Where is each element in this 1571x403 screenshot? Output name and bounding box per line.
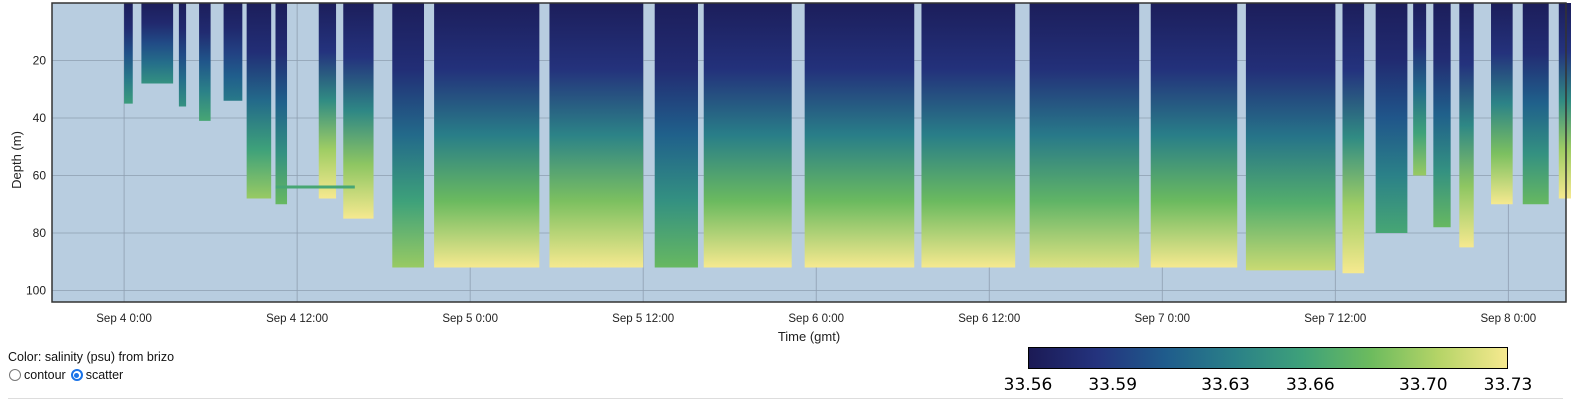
data-cast [392, 3, 425, 268]
x-tick-label: Sep 5 0:00 [442, 313, 498, 325]
data-cast [343, 3, 374, 219]
colorbar-tick-label: 33.63 [1201, 375, 1250, 395]
scatter-radio[interactable] [70, 369, 83, 381]
data-cast [1491, 3, 1513, 205]
data-cast [549, 3, 644, 268]
data-cast [1342, 3, 1365, 274]
plot-frame [51, 2, 1567, 303]
data-cast [223, 3, 243, 101]
colorbar-tick-label: 33.73 [1483, 375, 1533, 395]
contour-label[interactable]: contour [24, 368, 66, 382]
color-controls: Color: salinity (psu) from brizo contour… [8, 348, 174, 384]
data-cast [141, 3, 174, 84]
data-cast [1150, 3, 1238, 268]
x-axis-label: Time (gmt) [778, 329, 840, 344]
y-tick-label: 80 [33, 226, 47, 240]
data-cast [199, 3, 211, 121]
data-cast [1245, 3, 1336, 271]
chart-svg: Sep 4 0:00 Sep 4 12:00 Sep 5 0:00 Sep 5 12:… [9, 2, 1571, 344]
x-tick-label: Sep 7 0:00 [1134, 313, 1190, 325]
data-cast [275, 3, 288, 205]
data-cast [246, 3, 272, 199]
scatter-label[interactable]: scatter [85, 368, 124, 382]
x-tick-label: Sep 5 12:00 [612, 313, 674, 325]
contour-radio[interactable] [9, 369, 21, 381]
x-tick-label: Sep 6 0:00 [788, 313, 844, 325]
data-cast [1375, 3, 1408, 233]
data-cast [654, 3, 698, 268]
data-cast [1029, 3, 1140, 268]
data-cast [1413, 3, 1427, 176]
colorbar [1028, 347, 1508, 369]
data-cast [124, 3, 133, 104]
colorbar-tick-label: 33.56 [1003, 375, 1053, 395]
color-label: Color: salinity (psu) from brizo [8, 350, 175, 364]
x-tick-label: Sep 4 12:00 [266, 313, 328, 325]
data-cast [318, 3, 337, 199]
data-cast [804, 3, 915, 268]
y-tick-label: 40 [33, 111, 47, 125]
data-cast [703, 3, 792, 268]
colorbar-tick-label: 33.66 [1286, 375, 1335, 395]
x-tick-label: Sep 4 0:00 [96, 313, 152, 325]
y-tick-label: 100 [26, 284, 46, 298]
colorbar-tick-label: 33.59 [1088, 375, 1138, 395]
colorbar-tick-label: 33.70 [1398, 375, 1448, 395]
divider [8, 398, 1563, 399]
data-cast [1433, 3, 1451, 228]
data-cast [178, 3, 187, 107]
x-tick-label: Sep 6 12:00 [958, 313, 1020, 325]
data-cast [1522, 3, 1549, 205]
y-tick-label: 20 [33, 54, 47, 68]
y-axis-label: Depth (m) [9, 131, 24, 189]
data-cast [921, 3, 1016, 268]
x-tick-label: Sep 8 0:00 [1481, 313, 1537, 325]
chart-area: Sep 4 0:00 Sep 4 12:00 Sep 5 0:00 Sep 5 12:… [9, 2, 1571, 344]
y-tick-label: 60 [33, 169, 47, 183]
x-tick-label: Sep 7 12:00 [1304, 313, 1366, 325]
data-cast [434, 3, 540, 268]
data-cast [1558, 3, 1571, 199]
data-cast [1459, 3, 1474, 248]
data-segment [275, 185, 355, 189]
